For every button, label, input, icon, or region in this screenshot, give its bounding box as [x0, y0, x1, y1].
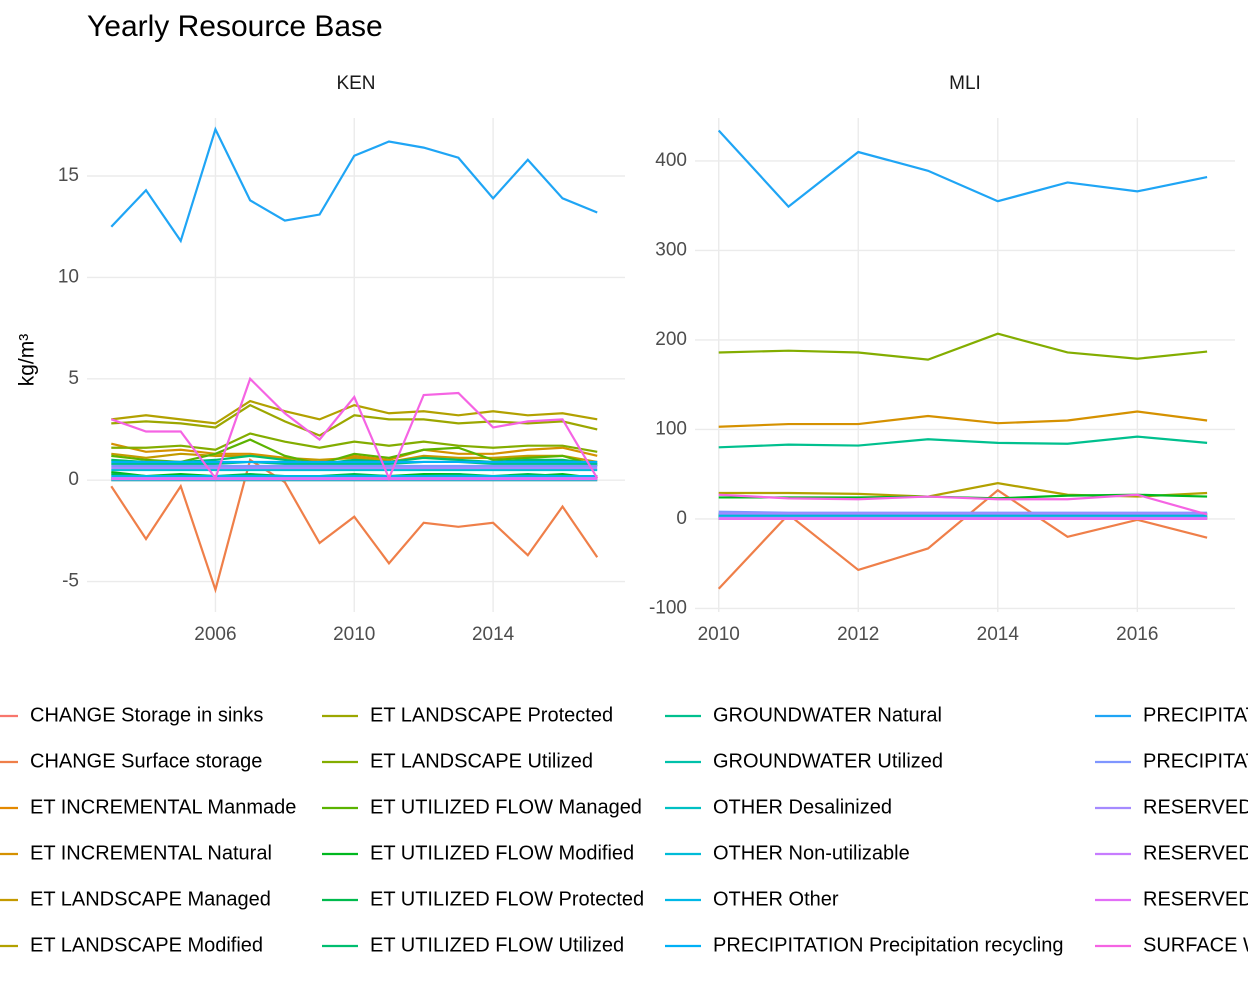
- y-tick-label: 400: [655, 150, 687, 171]
- legend-label: CHANGE Storage in sinks: [30, 704, 263, 726]
- series-line: [718, 435, 1208, 449]
- legend-label: ET UTILIZED FLOW Managed: [370, 796, 642, 818]
- y-tick-label: 200: [655, 329, 687, 350]
- series-line: [717, 129, 1208, 209]
- legend-label: ET INCREMENTAL Manmade: [30, 796, 296, 818]
- legend-label: RESERVED: [1143, 796, 1248, 818]
- legend-label: ET INCREMENTAL Natural: [30, 842, 272, 864]
- y-tick-label: 0: [68, 469, 79, 490]
- legend-label: CHANGE Surface storage: [30, 750, 262, 772]
- legend-label: RESERVED: [1143, 842, 1248, 864]
- legend-label: GROUNDWATER Natural: [713, 704, 942, 726]
- legend-label: OTHER Other: [713, 888, 839, 910]
- series-line: [718, 332, 1208, 361]
- legend-label: ET LANDSCAPE Protected: [370, 704, 613, 726]
- legend-label: ET LANDSCAPE Managed: [30, 888, 271, 910]
- legend-label: ET LANDSCAPE Modified: [30, 934, 263, 956]
- legend-label: PRECIPITAT: [1143, 704, 1248, 726]
- series-line: [718, 493, 1208, 516]
- y-tick-label: 0: [676, 508, 687, 529]
- legend-label: ET UTILIZED FLOW Protected: [370, 888, 644, 910]
- x-tick-label: 2006: [194, 624, 236, 645]
- y-axis-label: kg/m³: [16, 334, 39, 387]
- series-line: [718, 410, 1208, 428]
- y-tick-label: 300: [655, 239, 687, 260]
- x-tick-label: 2014: [977, 624, 1020, 645]
- series-line: [111, 399, 598, 425]
- legend-label: SURFACE W: [1143, 934, 1248, 956]
- chart-title: Yearly Resource Base: [87, 10, 383, 43]
- series-line: [110, 126, 598, 244]
- legend-label: PRECIPITATION Precipitation recycling: [713, 934, 1063, 956]
- series-line: [110, 376, 599, 481]
- series-line: [111, 452, 598, 464]
- x-tick-label: 2010: [333, 624, 375, 645]
- y-tick-label: 5: [68, 368, 79, 389]
- legend-label: ET UTILIZED FLOW Utilized: [370, 934, 624, 956]
- legend-label: PRECIPITAT: [1143, 750, 1248, 772]
- facet-title: MLI: [949, 73, 981, 94]
- x-tick-label: 2016: [1116, 624, 1158, 645]
- series-line: [111, 438, 598, 468]
- legend-label: OTHER Non-utilizable: [713, 842, 910, 864]
- x-tick-label: 2010: [698, 624, 740, 645]
- facet-title: KEN: [336, 73, 375, 94]
- series-line: [111, 460, 598, 466]
- y-tick-label: 10: [58, 266, 79, 287]
- series-line: [111, 442, 598, 464]
- y-tick-label: 100: [655, 418, 687, 439]
- legend-label: OTHER Desalinized: [713, 796, 892, 818]
- legend-label: ET UTILIZED FLOW Modified: [370, 842, 634, 864]
- y-tick-label: -5: [62, 571, 79, 592]
- series-line: [717, 488, 1208, 590]
- y-tick-label: 15: [58, 165, 79, 186]
- y-tick-label: -100: [649, 597, 687, 618]
- legend-label: RESERVED: [1143, 888, 1248, 910]
- x-tick-label: 2012: [837, 624, 879, 645]
- legend-label: GROUNDWATER Utilized: [713, 750, 943, 772]
- legend-label: ET LANDSCAPE Utilized: [370, 750, 593, 772]
- x-tick-label: 2014: [472, 624, 515, 645]
- series-line: [110, 458, 599, 594]
